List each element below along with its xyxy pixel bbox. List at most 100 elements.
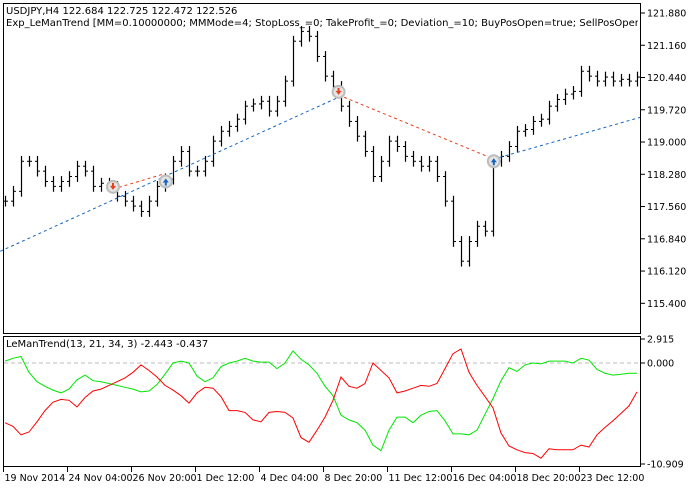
price-bar bbox=[547, 100, 552, 125]
price-bar bbox=[531, 116, 536, 135]
price-bar bbox=[99, 177, 104, 192]
price-bar bbox=[83, 160, 88, 177]
arrow-down-icon bbox=[335, 87, 342, 95]
indicator-lines bbox=[4, 348, 640, 459]
price-bar bbox=[619, 73, 624, 87]
price-bar bbox=[603, 71, 608, 87]
red-line-series bbox=[4, 348, 638, 459]
price-bar bbox=[187, 146, 192, 177]
time-tick-label: 26 Nov 20:00 bbox=[133, 473, 197, 484]
price-tick-label: 119.000 bbox=[647, 138, 686, 149]
price-bar bbox=[587, 65, 592, 82]
price-bar bbox=[227, 120, 232, 137]
price-bar bbox=[59, 176, 64, 192]
buy-trade-marker bbox=[486, 154, 501, 169]
price-bar bbox=[131, 195, 136, 212]
arrow-up-icon bbox=[490, 158, 497, 166]
time-tick-label: 23 Dec 12:00 bbox=[581, 473, 645, 484]
price-bar bbox=[627, 73, 632, 87]
price-bar bbox=[235, 113, 240, 132]
price-bar bbox=[475, 220, 480, 247]
green-line-series bbox=[4, 350, 637, 452]
price-bar bbox=[563, 88, 568, 105]
price-bar bbox=[507, 141, 512, 162]
price-bar bbox=[371, 146, 376, 182]
price-bar bbox=[315, 30, 320, 62]
price-bar bbox=[347, 100, 352, 127]
price-bar bbox=[363, 130, 368, 157]
price-bar bbox=[251, 98, 256, 112]
price-tick-label: 118.280 bbox=[647, 170, 686, 181]
price-bar bbox=[379, 155, 384, 182]
price-bar bbox=[147, 195, 152, 217]
symbol-info: USDJPY,H4 122.684 122.725 122.472 122.52… bbox=[6, 6, 238, 17]
price-bar bbox=[467, 236, 472, 267]
time-tick-label: 11 Dec 12:00 bbox=[389, 473, 453, 484]
price-bar bbox=[403, 141, 408, 162]
price-bar bbox=[523, 124, 528, 137]
price-bar bbox=[355, 116, 360, 142]
price-bar bbox=[267, 95, 272, 117]
sell-trade-marker bbox=[331, 84, 346, 99]
price-bar bbox=[275, 95, 280, 117]
time-tick-label: 24 Nov 04:00 bbox=[69, 473, 133, 484]
price-bar bbox=[451, 195, 456, 247]
price-bar bbox=[27, 155, 32, 167]
time-tick-label: 19 Nov 2014 bbox=[5, 473, 66, 484]
price-bar bbox=[443, 171, 448, 207]
price-bar bbox=[155, 181, 160, 207]
price-bar bbox=[203, 155, 208, 177]
price-bar bbox=[43, 165, 48, 187]
price-bar bbox=[195, 165, 200, 177]
price-bar bbox=[139, 200, 144, 217]
arrow-down-icon bbox=[110, 182, 116, 190]
price-bar bbox=[611, 71, 616, 87]
price-tick-label: 119.720 bbox=[647, 105, 686, 116]
price-bar bbox=[67, 171, 72, 187]
price-bar bbox=[51, 176, 56, 192]
price-bar bbox=[459, 236, 464, 267]
price-tick-label: 116.840 bbox=[647, 234, 686, 245]
price-bar bbox=[323, 51, 328, 82]
time-tick-label: 16 Dec 04:00 bbox=[453, 473, 517, 484]
price-bar bbox=[427, 155, 432, 172]
time-tick-label: 1 Dec 12:00 bbox=[197, 473, 255, 484]
price-bar bbox=[299, 25, 304, 47]
sell-trade-marker bbox=[106, 179, 120, 194]
price-tick-label: 116.120 bbox=[647, 267, 686, 278]
time-tick-label: 4 Dec 04:00 bbox=[261, 473, 319, 484]
price-bar bbox=[123, 190, 128, 207]
price-bar bbox=[211, 135, 216, 167]
price-tick-label: 121.880 bbox=[647, 9, 686, 20]
price-bar bbox=[3, 195, 8, 207]
price-bar bbox=[243, 100, 248, 125]
main-panel-frame bbox=[3, 3, 641, 334]
time-tick-label: 18 Dec 20:00 bbox=[517, 473, 581, 484]
price-bar bbox=[419, 155, 424, 172]
arrow-up-icon bbox=[162, 178, 169, 186]
price-bar bbox=[555, 94, 560, 112]
price-tick-label: 120.440 bbox=[647, 73, 686, 84]
price-bars bbox=[0, 25, 641, 267]
price-bar bbox=[635, 71, 640, 87]
price-tick-label: 121.160 bbox=[647, 41, 686, 52]
price-tick-label: 117.560 bbox=[647, 202, 686, 213]
price-bar bbox=[395, 135, 400, 152]
price-bar bbox=[291, 35, 296, 87]
buy-trade-line bbox=[493, 116, 641, 160]
price-bar bbox=[259, 95, 264, 110]
price-bar bbox=[307, 25, 312, 42]
indicator-tick-label: 2.915 bbox=[647, 335, 674, 346]
price-bar bbox=[283, 75, 288, 107]
buy-trade-line bbox=[0, 96, 339, 252]
price-bar bbox=[219, 125, 224, 147]
price-bar bbox=[19, 155, 24, 197]
indicator-label: LeManTrend(13, 21, 34, 3) -2.443 -0.437 bbox=[6, 339, 209, 350]
sell-trade-line bbox=[338, 94, 494, 160]
price-bar bbox=[35, 155, 40, 177]
price-bar bbox=[387, 135, 392, 167]
price-bar bbox=[595, 70, 600, 87]
time-tick-label: 8 Dec 20:00 bbox=[325, 473, 383, 484]
price-bar bbox=[515, 125, 520, 152]
